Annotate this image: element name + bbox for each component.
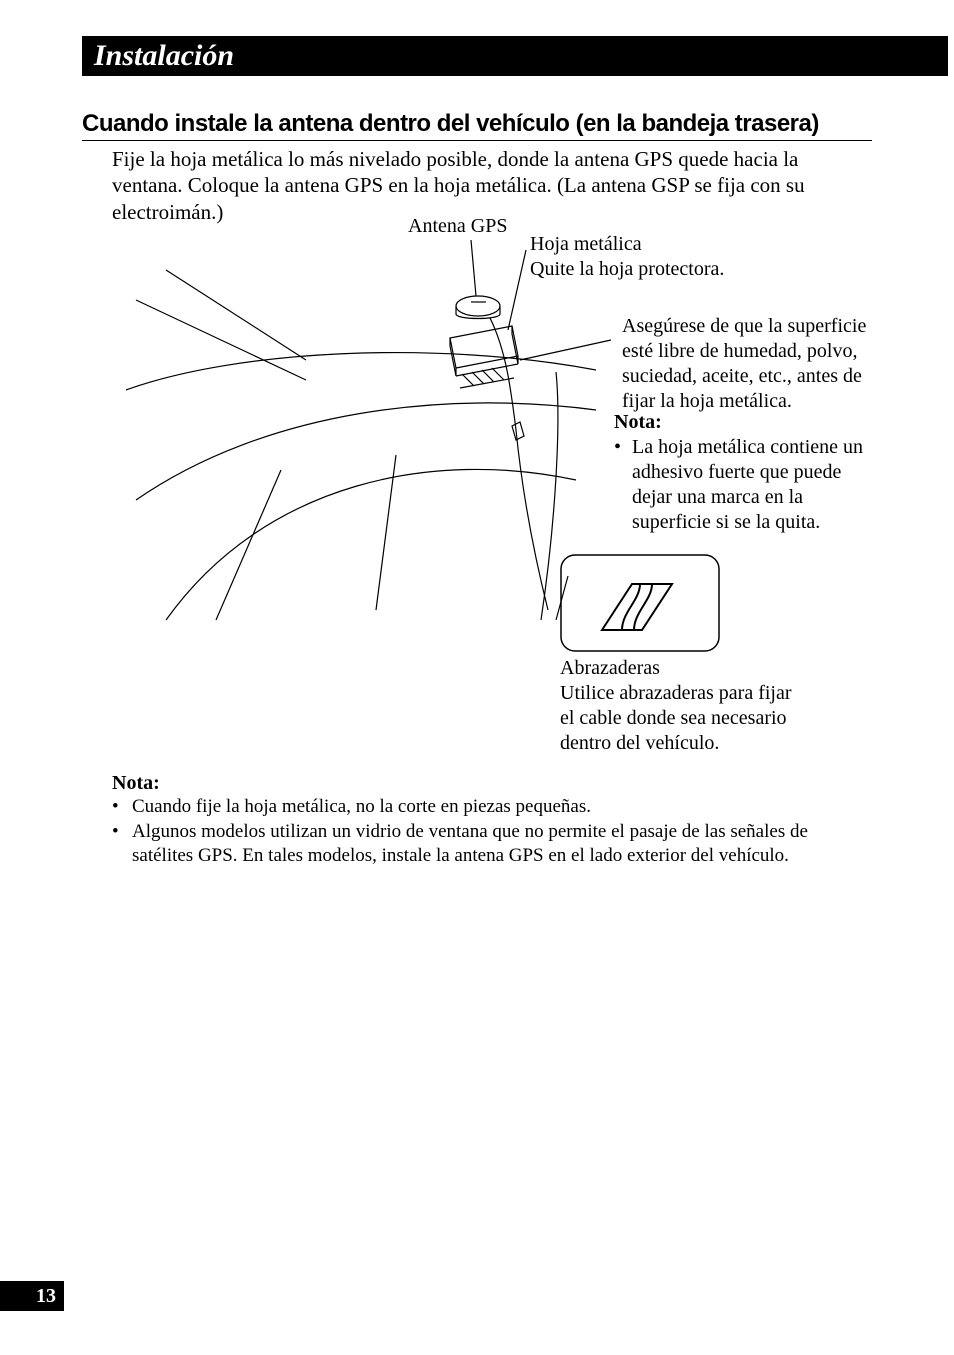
- bottom-note-item2-text: Algunos modelos utilizan un vidrio de ve…: [132, 820, 872, 869]
- subheading-rule: [82, 140, 872, 141]
- note-adhesive-l4: superficie si se la quita.: [632, 510, 863, 535]
- subheading: Cuando instale la antena dentro del vehí…: [82, 110, 872, 138]
- label-antena-gps: Antena GPS: [408, 214, 507, 239]
- label-surface-l3: suciedad, aceite, etc., antes de: [622, 364, 872, 389]
- note-adhesive: Nota: • La hoja metálica contiene un adh…: [614, 410, 874, 535]
- bullet-mark: •: [112, 795, 132, 820]
- label-surface-l2: esté libre de humedad, polvo,: [622, 339, 872, 364]
- note-adhesive-body: La hoja metálica contiene un adhesivo fu…: [632, 435, 863, 535]
- label-abrazaderas: Abrazaderas Utilice abrazaderas para fij…: [560, 656, 820, 756]
- label-hoja-line2: Quite la hoja protectora.: [530, 257, 724, 282]
- label-abraz-title: Abrazaderas: [560, 656, 820, 681]
- page-number-badge: 13: [0, 1281, 64, 1311]
- label-abraz-l2: el cable donde sea necesario: [560, 706, 820, 731]
- bullet-mark: •: [614, 435, 632, 535]
- note-adhesive-title: Nota:: [614, 410, 874, 435]
- note-adhesive-l2: adhesivo fuerte que puede: [632, 460, 863, 485]
- bottom-note-title: Nota:: [112, 772, 872, 795]
- label-abraz-l3: dentro del vehículo.: [560, 731, 820, 756]
- bottom-note-item1-text: Cuando fije la hoja metálica, no la cort…: [132, 795, 591, 820]
- label-abraz-l1: Utilice abrazaderas para fijar: [560, 681, 820, 706]
- bottom-note-item1: • Cuando fije la hoja metálica, no la co…: [112, 795, 872, 820]
- bottom-note: Nota: • Cuando fije la hoja metálica, no…: [112, 772, 872, 869]
- section-header-bar: Instalación: [82, 36, 948, 76]
- label-surface-clean: Asegúrese de que la superficie esté libr…: [622, 314, 872, 414]
- label-hoja-metalica: Hoja metálica Quite la hoja protectora.: [530, 232, 724, 282]
- section-header-title: Instalación: [82, 39, 234, 73]
- bottom-note-item2: • Algunos modelos utilizan un vidrio de …: [112, 820, 872, 869]
- intro-paragraph: Fije la hoja metálica lo más nivelado po…: [112, 146, 872, 225]
- clamp-inset: [560, 554, 720, 652]
- label-hoja-line1: Hoja metálica: [530, 232, 724, 257]
- label-surface-l1: Asegúrese de que la superficie: [622, 314, 872, 339]
- bullet-mark: •: [112, 820, 132, 869]
- page-number: 13: [36, 1285, 56, 1308]
- note-adhesive-l1: La hoja metálica contiene un: [632, 435, 863, 460]
- note-adhesive-l3: dejar una marca en la: [632, 485, 863, 510]
